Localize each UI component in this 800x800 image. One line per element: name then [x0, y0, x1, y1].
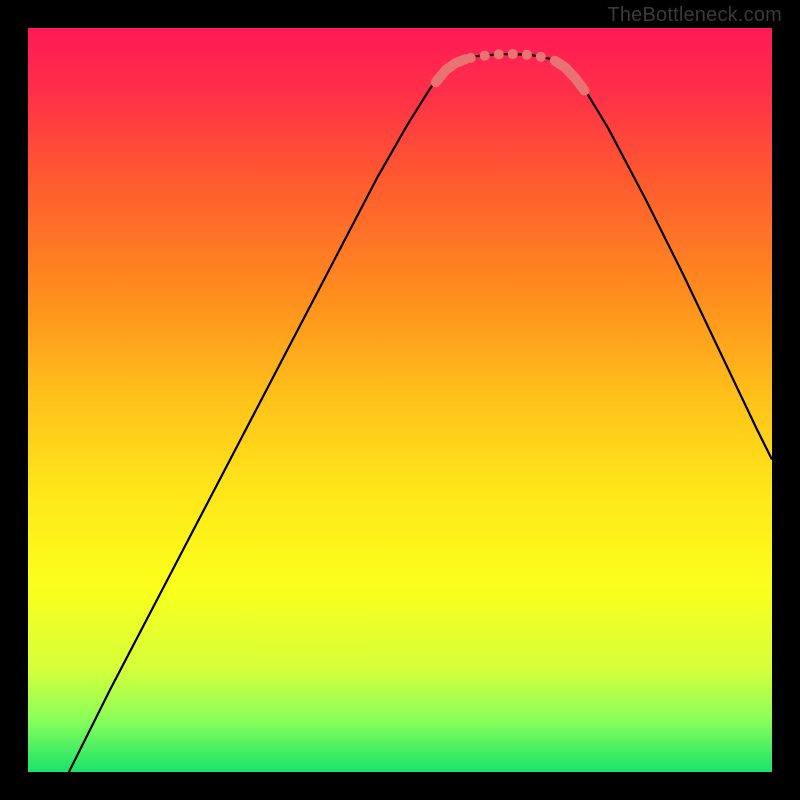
- bottleneck-curve: [69, 54, 772, 772]
- highlight-left-segment: [436, 59, 466, 82]
- highlight-mid-segment: [471, 54, 549, 58]
- watermark-text: TheBottleneck.com: [607, 4, 782, 27]
- plot-area: [28, 28, 772, 772]
- highlight-right-segment: [555, 61, 585, 91]
- chart-overlay: [28, 28, 772, 772]
